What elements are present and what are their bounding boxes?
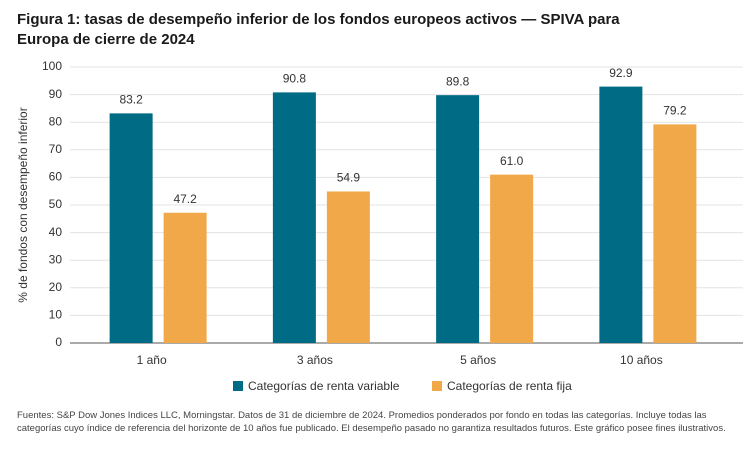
value-label: 61.0 xyxy=(500,154,524,168)
bar xyxy=(326,191,370,343)
y-tick-label: 70 xyxy=(49,142,63,156)
y-tick-label: 10 xyxy=(49,308,63,322)
bar xyxy=(109,113,153,343)
value-label: 92.9 xyxy=(609,66,633,80)
value-label: 89.8 xyxy=(446,74,470,88)
x-tick-label: 5 años xyxy=(460,353,496,367)
value-label: 90.8 xyxy=(283,72,307,86)
legend-label: Categorías de renta variable xyxy=(248,379,400,393)
x-tick-label: 10 años xyxy=(620,353,663,367)
chart: % de fondos con desempeño inferior 0 10 20… xyxy=(16,59,743,393)
legend-swatch xyxy=(432,381,442,391)
bar xyxy=(272,92,316,343)
value-label: 83.2 xyxy=(119,93,143,107)
bar xyxy=(436,95,480,343)
legend-label: Categorías de renta fija xyxy=(447,379,572,393)
chart-title: Figura 1: tasas de desempeño inferior de… xyxy=(17,11,620,48)
y-tick-label: 50 xyxy=(49,197,63,211)
x-tick-label: 1 año xyxy=(137,353,167,367)
y-axis-label: % de fondos con desempeño inferior xyxy=(16,107,30,302)
bar xyxy=(490,174,534,343)
y-tick-label: 60 xyxy=(49,170,63,184)
value-label: 47.2 xyxy=(173,192,197,206)
y-tick-label: 30 xyxy=(49,252,63,266)
bar xyxy=(163,212,207,343)
value-label: 54.9 xyxy=(337,171,361,185)
legend-swatch xyxy=(233,381,243,391)
bar xyxy=(599,86,643,343)
x-tick-label: 3 años xyxy=(297,353,333,367)
y-tick-label: 90 xyxy=(49,87,63,101)
bar xyxy=(653,124,697,344)
y-tick-label: 100 xyxy=(42,59,62,73)
value-label: 79.2 xyxy=(663,104,687,118)
y-tick-label: 40 xyxy=(49,225,63,239)
y-tick-label: 80 xyxy=(49,114,63,128)
y-tick-label: 20 xyxy=(49,280,63,294)
footnote: Fuentes: S&P Dow Jones Indices LLC, Morn… xyxy=(17,410,726,434)
y-tick-label: 0 xyxy=(55,335,62,349)
